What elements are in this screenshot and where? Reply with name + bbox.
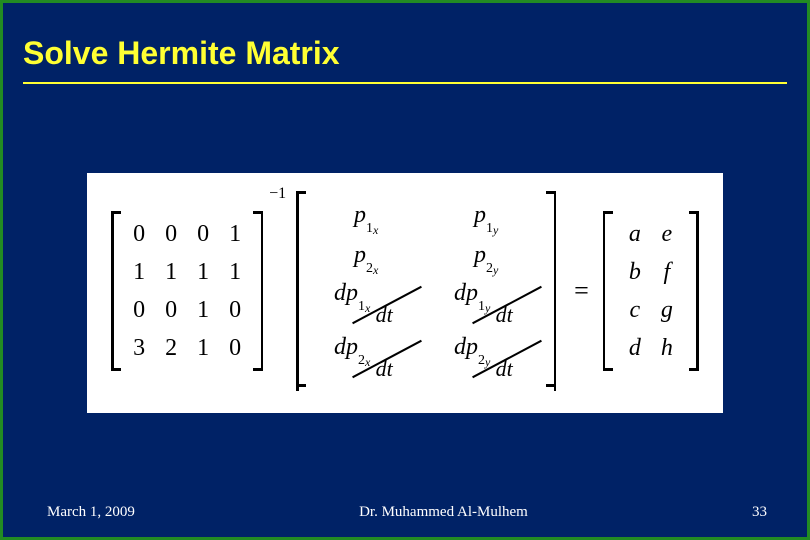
left-matrix: 0 0 0 1 1 1 1 1 0 0 1 0 3 2 1 0 — [111, 211, 263, 371]
cell: 0 — [197, 221, 209, 248]
cell: a — [629, 221, 641, 248]
right-matrix: a e b f c g d h — [603, 211, 699, 371]
cell: 1 — [133, 259, 145, 286]
cell: 2 — [165, 335, 177, 362]
bracket-right — [253, 211, 263, 371]
cell: e — [662, 221, 673, 248]
bracket-left — [296, 191, 306, 391]
bracket-right — [546, 191, 556, 391]
cell: 1 — [165, 259, 177, 286]
slide-title: Solve Hermite Matrix — [23, 35, 787, 72]
footer-date: March 1, 2009 — [47, 504, 135, 521]
cell: dp2ydt — [454, 334, 518, 382]
cell: 0 — [165, 221, 177, 248]
footer-page-number: 33 — [752, 504, 767, 521]
middle-matrix: p1x p1y p2x p2y dp1xdt dp1ydt dp2xdt dp2… — [296, 191, 556, 391]
cell: 0 — [133, 221, 145, 248]
cell: dp1ydt — [454, 280, 518, 328]
bracket-left — [111, 211, 121, 371]
equals-sign: = — [560, 276, 599, 306]
footer-author: Dr. Muhammed Al-Mulhem — [359, 504, 528, 521]
content-area: 0 0 0 1 1 1 1 1 0 0 1 0 3 2 1 0 — [73, 173, 737, 413]
cell: p1y — [474, 202, 498, 232]
title-area: Solve Hermite Matrix — [3, 3, 807, 96]
cell: 0 — [133, 297, 145, 324]
middle-matrix-grid: p1x p1y p2x p2y dp1xdt dp1ydt dp2xdt dp2… — [306, 191, 546, 391]
title-underline — [23, 82, 787, 84]
cell: 1 — [197, 259, 209, 286]
cell: 1 — [229, 259, 241, 286]
cell: 0 — [165, 297, 177, 324]
cell: c — [630, 297, 641, 324]
cell: h — [661, 335, 673, 362]
slide: Solve Hermite Matrix 0 0 0 1 1 1 1 1 0 0 — [0, 0, 810, 540]
cell: p2x — [354, 242, 378, 272]
cell: p1x — [354, 202, 378, 232]
right-matrix-grid: a e b f c g d h — [613, 211, 689, 371]
footer: March 1, 2009 Dr. Muhammed Al-Mulhem 33 — [3, 504, 807, 521]
equation-box: 0 0 0 1 1 1 1 1 0 0 1 0 3 2 1 0 — [87, 173, 723, 413]
cell: 0 — [229, 297, 241, 324]
cell: f — [664, 259, 671, 286]
bracket-left — [603, 211, 613, 371]
cell: d — [629, 335, 641, 362]
cell: dp1xdt — [334, 280, 398, 328]
cell: dp2xdt — [334, 334, 398, 382]
cell: 1 — [197, 335, 209, 362]
cell: 1 — [229, 221, 241, 248]
cell: 1 — [197, 297, 209, 324]
cell: p2y — [474, 242, 498, 272]
cell: 3 — [133, 335, 145, 362]
cell: 0 — [229, 335, 241, 362]
left-matrix-grid: 0 0 0 1 1 1 1 1 0 0 1 0 3 2 1 0 — [121, 211, 253, 371]
cell: b — [629, 259, 641, 286]
bracket-right — [689, 211, 699, 371]
inverse-exponent: −1 — [269, 185, 286, 203]
cell: g — [661, 297, 673, 324]
